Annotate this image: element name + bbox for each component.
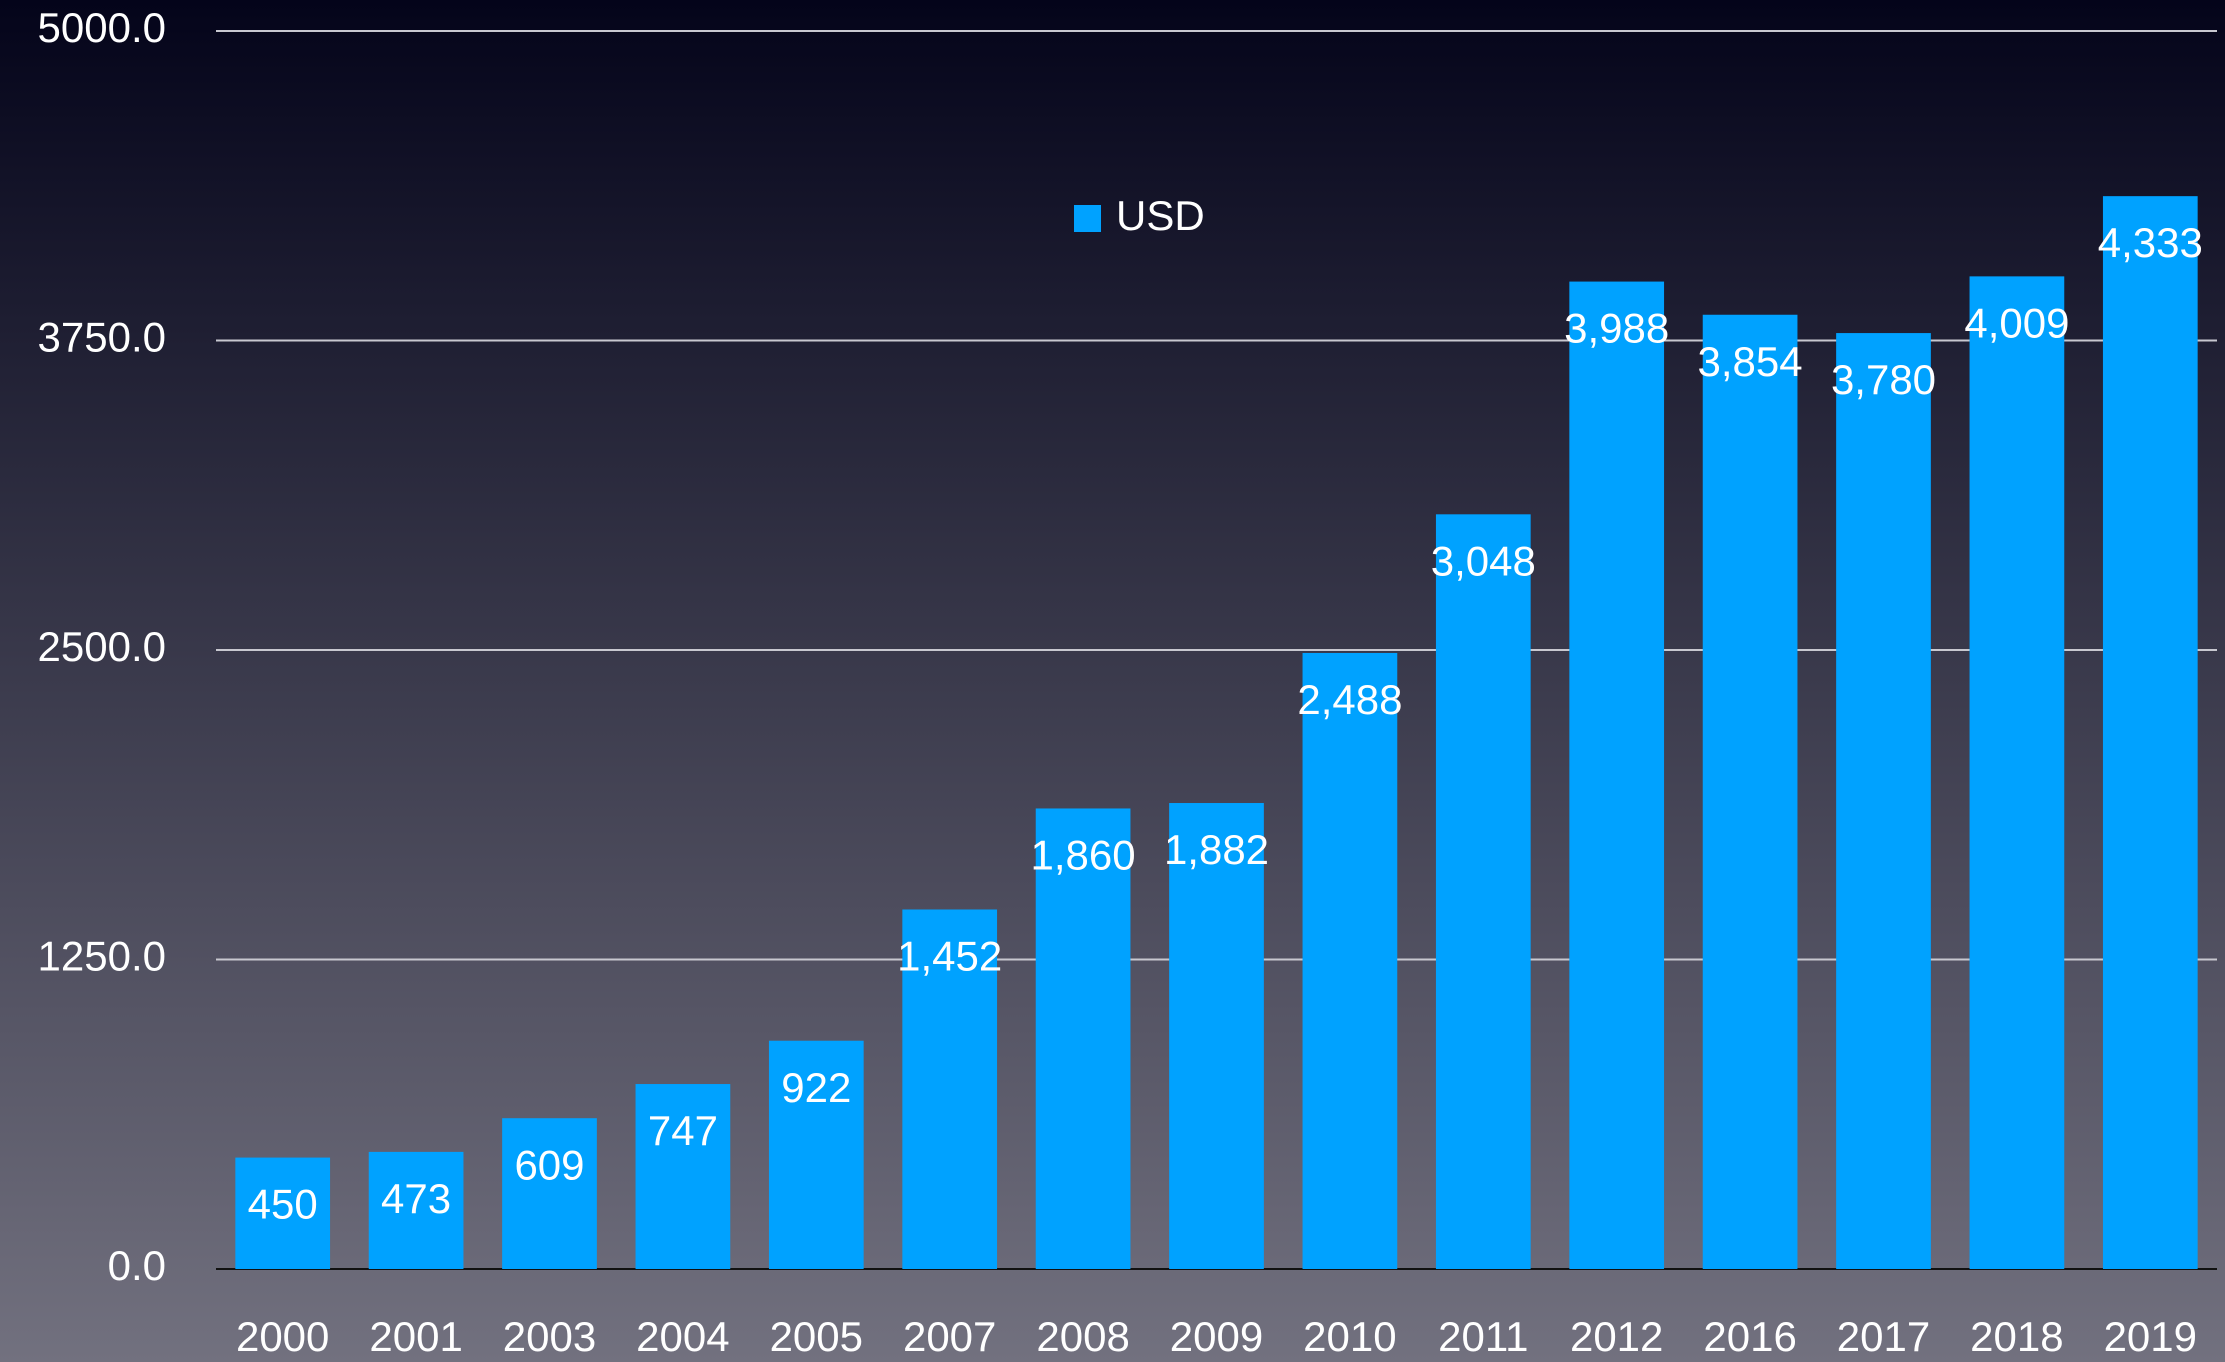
bar <box>235 1157 331 1269</box>
x-tick-label: 2018 <box>1970 1313 2063 1360</box>
legend-label: USD <box>1116 192 1205 239</box>
data-label: 2,488 <box>1297 676 1402 723</box>
bar <box>1969 276 2065 1270</box>
data-label: 3,988 <box>1564 305 1669 352</box>
x-tick-label: 2007 <box>903 1313 996 1360</box>
x-tick-label: 2003 <box>503 1313 596 1360</box>
data-label: 4,009 <box>1964 299 2069 346</box>
y-tick-label: 5000.0 <box>38 4 166 51</box>
y-tick-label: 1250.0 <box>38 933 166 980</box>
y-tick-label: 2500.0 <box>38 623 166 670</box>
x-tick-label: 2012 <box>1570 1313 1663 1360</box>
data-label: 4,333 <box>2098 219 2203 266</box>
data-label: 922 <box>781 1064 851 1111</box>
data-label: 3,780 <box>1831 356 1936 403</box>
x-tick-label: 2005 <box>770 1313 863 1360</box>
legend-swatch <box>1074 205 1101 232</box>
data-label: 609 <box>514 1141 584 1188</box>
bar <box>368 1151 464 1269</box>
data-label: 3,854 <box>1698 338 1803 385</box>
data-label: 450 <box>248 1181 318 1228</box>
bar <box>1569 281 1665 1270</box>
y-tick-label: 0.0 <box>108 1242 166 1289</box>
x-tick-label: 2004 <box>636 1313 729 1360</box>
data-label: 747 <box>648 1107 718 1154</box>
data-label: 1,452 <box>897 933 1002 980</box>
bar <box>2102 196 2198 1270</box>
data-label: 3,048 <box>1431 537 1536 584</box>
bar <box>635 1084 731 1269</box>
bar <box>1169 803 1264 1269</box>
x-tick-label: 2009 <box>1170 1313 1263 1360</box>
x-tick-label: 2016 <box>1703 1313 1796 1360</box>
bar <box>768 1040 864 1269</box>
data-label: 1,860 <box>1031 832 1136 879</box>
x-tick-label: 2011 <box>1438 1313 1528 1360</box>
bar <box>502 1118 597 1269</box>
x-tick-label: 2019 <box>2104 1313 2197 1360</box>
data-label: 473 <box>381 1175 451 1222</box>
x-tick-label: 2008 <box>1036 1313 1129 1360</box>
x-tick-label: 2000 <box>236 1313 329 1360</box>
x-tick-label: 2010 <box>1303 1313 1396 1360</box>
x-tick-label: 2017 <box>1837 1313 1930 1360</box>
bar <box>1035 808 1131 1269</box>
bar <box>1702 314 1798 1269</box>
bar <box>902 909 998 1269</box>
bar <box>1435 514 1531 1269</box>
bar <box>1836 333 1931 1269</box>
y-tick-label: 3750.0 <box>38 314 166 361</box>
x-tick-label: 2001 <box>369 1313 462 1360</box>
data-label: 1,882 <box>1164 826 1269 873</box>
bar <box>1302 652 1398 1269</box>
